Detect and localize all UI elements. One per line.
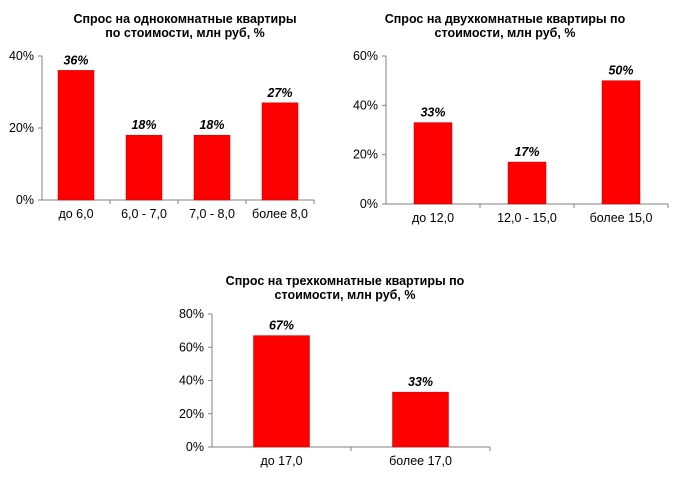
chart-title: Спрос на двухкомнатные квартиры по стоим… xyxy=(340,12,670,40)
bar-plot: 0% 20% 40% 60% 33% до 12,0 17% 12,0 - 15,0 50% бо… xyxy=(353,49,669,225)
bar xyxy=(57,70,95,201)
data-label: 33% xyxy=(408,375,433,389)
data-label: 50% xyxy=(608,64,633,78)
chart-three-room: Спрос на трехкомнатные квартиры по стоим… xyxy=(160,262,520,490)
chart-one-room: Спрос на однокомнатные квартиры по стоим… xyxy=(0,0,340,240)
data-label: 33% xyxy=(420,106,445,120)
data-label: 36% xyxy=(63,53,88,67)
data-label: 17% xyxy=(514,145,539,159)
bar xyxy=(125,134,163,201)
data-label: 27% xyxy=(266,86,292,100)
chart-title: Спрос на трехкомнатные квартиры по стоим… xyxy=(170,274,520,302)
y-tick-label: 20% xyxy=(179,407,204,421)
bar xyxy=(392,391,449,448)
x-tick-label: более 8,0 xyxy=(252,207,308,221)
y-tick-label: 60% xyxy=(353,49,378,63)
x-tick-label: 12,0 - 15,0 xyxy=(497,211,557,225)
chart-title: Спрос на однокомнатные квартиры по стоим… xyxy=(30,12,340,40)
x-tick-label: 7,0 - 8,0 xyxy=(189,207,235,221)
x-tick-label: 6,0 - 7,0 xyxy=(121,207,167,221)
y-tick-label: 40% xyxy=(179,374,204,388)
bar xyxy=(413,122,453,205)
chart-title-line: стоимости, млн руб, % xyxy=(434,26,576,40)
x-tick-label: до 12,0 xyxy=(412,211,454,225)
x-tick-label: до 6,0 xyxy=(58,207,93,221)
bar xyxy=(193,134,231,201)
x-tick-label: до 17,0 xyxy=(260,454,302,468)
y-tick-label: 60% xyxy=(179,340,204,354)
y-tick-label: 0% xyxy=(186,440,204,454)
x-tick-label: более 17,0 xyxy=(389,454,452,468)
y-tick-label: 80% xyxy=(179,307,204,321)
chart-title-line: Спрос на однокомнатные квартиры xyxy=(73,12,297,26)
bar xyxy=(261,102,299,201)
bar xyxy=(507,161,547,205)
bar xyxy=(601,80,641,205)
y-tick-label: 0% xyxy=(16,193,34,207)
data-label: 18% xyxy=(131,118,156,132)
y-tick-label: 0% xyxy=(360,197,378,211)
y-tick-label: 40% xyxy=(353,98,378,112)
y-tick-label: 20% xyxy=(9,121,34,135)
y-tick-label: 20% xyxy=(353,148,378,162)
data-label: 18% xyxy=(199,118,224,132)
chart-two-room: Спрос на двухкомнатные квартиры по стоим… xyxy=(340,0,680,240)
bar-plot: 0% 20% 40% 36% до 6,0 18% 6,0 - 7,0 18% 7,0 - 8,… xyxy=(9,49,315,221)
bar-plot: 0% 20% 40% 60% 80% 67% до 17,0 33% более 17,0 xyxy=(179,307,491,468)
x-tick-label: более 15,0 xyxy=(590,211,653,225)
data-label: 67% xyxy=(269,319,294,333)
bar xyxy=(253,335,310,448)
chart-title-line: Спрос на трехкомнатные квартиры по xyxy=(225,274,465,288)
chart-title-line: Спрос на двухкомнатные квартиры по xyxy=(384,12,626,26)
y-tick-label: 40% xyxy=(9,49,34,63)
chart-title-line: стоимости, млн руб, % xyxy=(274,288,416,302)
chart-title-line: по стоимости, млн руб, % xyxy=(105,26,265,40)
